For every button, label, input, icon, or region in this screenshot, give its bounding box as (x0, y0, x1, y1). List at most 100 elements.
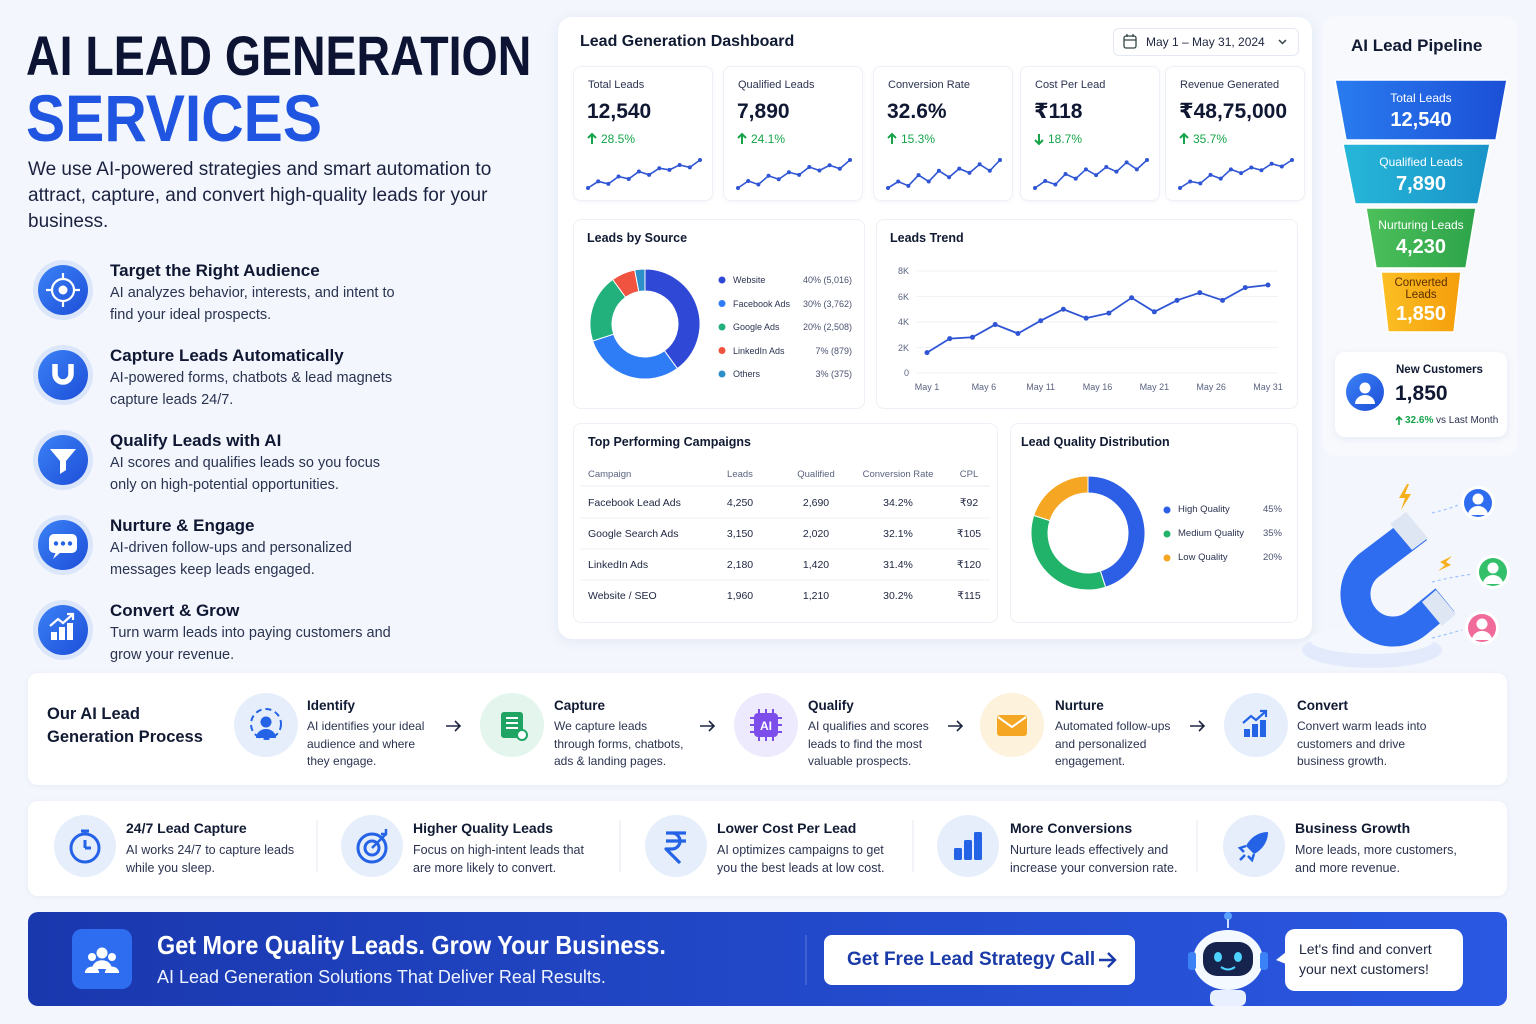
icon-glyph (1260, 720, 1266, 737)
robot (1210, 990, 1246, 1006)
sparkline-point (766, 173, 771, 178)
sparkline-point (848, 158, 852, 162)
table-cell: Facebook Lead Ads (588, 497, 681, 509)
x-tick-label: May 26 (1196, 382, 1226, 392)
dashboard-title: Lead Generation Dashboard (580, 33, 795, 50)
trend-point (1265, 282, 1271, 288)
icon-glyph (256, 729, 276, 738)
x-tick-label: May 31 (1253, 382, 1283, 392)
sparkline-point (998, 158, 1002, 162)
feature-title: Target the Right Audience (110, 261, 320, 280)
sparkline-point (1053, 182, 1058, 187)
funnel-label: Total Leads (1390, 91, 1452, 105)
lightning (1438, 556, 1452, 571)
legend-swatch (718, 276, 726, 284)
kpi-change: 15.3% (901, 132, 936, 146)
feature-text: AI-driven follow-ups and personalized me… (110, 540, 352, 578)
process-step-title: Capture (554, 698, 606, 713)
donut-segment (634, 268, 646, 293)
sparkline-point (1094, 173, 1099, 178)
new-customers-label: New Customers (1396, 364, 1483, 376)
sparkline-point (1228, 167, 1233, 172)
trend-point (1015, 330, 1021, 336)
kpi-change: 24.1% (751, 132, 786, 146)
hero-description: We use AI-powered strategies and smart a… (28, 159, 492, 232)
trend-arrow (1395, 415, 1403, 425)
table-cell: 34.2% (883, 497, 913, 509)
icon-glyph (92, 960, 112, 969)
robot (1214, 952, 1222, 962)
icon-glyph (58, 285, 68, 295)
trend-point (1060, 306, 1066, 312)
trend-point (947, 336, 953, 342)
sparkline-point (1114, 169, 1119, 174)
process-arrow (700, 720, 716, 732)
cta-button-label[interactable]: Get Free Lead Strategy Call (847, 949, 1096, 970)
sparkline-point (616, 174, 621, 179)
sparkline-point (1198, 181, 1203, 186)
trend-point (1220, 297, 1226, 303)
icon-glyph (356, 832, 388, 864)
legend-value: 40% (5,016) (802, 275, 852, 285)
benefit-icon (341, 815, 403, 877)
benefit-title: 24/7 Lead Capture (126, 820, 247, 836)
sparkline-point (1104, 165, 1109, 169)
robot (1203, 942, 1253, 976)
icon-glyph (1483, 575, 1503, 584)
chart-title: Leads by Source (587, 231, 688, 245)
funnel-label: Qualified Leads (1379, 155, 1463, 169)
kpi-change: 35.7% (1193, 132, 1228, 146)
kpi-card (573, 66, 713, 201)
process-arrow (1190, 720, 1206, 732)
trend-arrow (587, 132, 597, 144)
sparkline (737, 159, 851, 189)
donut-segment (644, 268, 701, 370)
sparkline-point (1249, 165, 1254, 170)
table-header: Leads (727, 469, 753, 480)
legend-label: Facebook Ads (733, 298, 791, 309)
sparkline-point (1239, 171, 1244, 176)
table-card (573, 423, 998, 623)
legend-swatch (718, 370, 726, 378)
table-cell: 31.4% (883, 559, 913, 571)
pipeline-title: AI Lead Pipeline (1351, 36, 1483, 55)
speech-bubble (1276, 952, 1286, 964)
sparkline-point (626, 176, 631, 181)
lightning (1399, 484, 1411, 510)
sparkline-point (837, 166, 842, 171)
sparkline-point (1279, 164, 1284, 169)
legend-label: LinkedIn Ads (733, 345, 785, 356)
trend-point (969, 334, 975, 340)
trend-point (924, 350, 930, 356)
legend-label: High Quality (1178, 504, 1230, 515)
connector (1431, 504, 1459, 514)
process-arrow (948, 720, 964, 732)
benefit-title: Lower Cost Per Lead (717, 820, 857, 836)
cta-button[interactable] (824, 935, 1135, 985)
legend-label: Others (733, 369, 761, 379)
icon-glyph (1359, 382, 1371, 394)
legend-swatch (1163, 554, 1171, 562)
legend-label: Low Quality (1178, 552, 1228, 563)
connector (1431, 629, 1463, 639)
icon-glyph (49, 612, 75, 627)
funnel-stage (1334, 79, 1508, 141)
table-cell: 32.1% (883, 528, 913, 540)
robot (1234, 952, 1242, 962)
sparkline-point (736, 186, 740, 190)
connector (1431, 573, 1474, 583)
trend-point (1129, 295, 1135, 301)
robot (1220, 966, 1236, 971)
sparkline-point (586, 186, 590, 190)
kpi-value: 32.6% (887, 100, 947, 123)
funnel-value: 12,540 (1390, 109, 1452, 131)
sparkline-point (967, 170, 972, 175)
date-picker[interactable] (1113, 28, 1299, 56)
speech-text: Let's find and convert your next custome… (1299, 941, 1432, 977)
icon-glyph (954, 848, 962, 860)
benefit-title: Business Growth (1295, 820, 1411, 836)
table-cell: Google Search Ads (588, 528, 679, 540)
icon-glyph (997, 716, 1027, 729)
sparkline-point (1290, 158, 1294, 162)
